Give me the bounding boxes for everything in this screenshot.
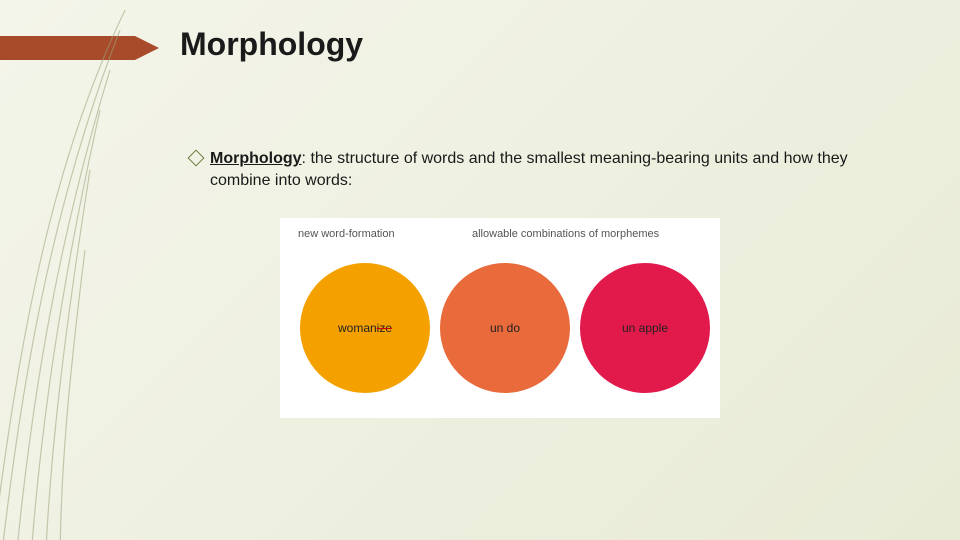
circle-2-label: un do (490, 321, 520, 335)
term: Morphology (210, 150, 302, 167)
body-text: Morphology: the structure of words and t… (210, 148, 890, 191)
slide: Morphology Morphology: the structure of … (0, 0, 960, 540)
bullet-icon (188, 150, 205, 167)
accent-bar (0, 36, 135, 60)
caption-left: new word-formation (298, 228, 395, 240)
caption-right: allowable combinations of morphemes (472, 228, 659, 240)
circle-2: un do (440, 263, 570, 393)
definition-text: : the structure of words and the smalles… (210, 150, 848, 189)
slide-title: Morphology (180, 26, 363, 63)
decorative-grass (0, 10, 220, 540)
circle-1: womanize (300, 263, 430, 393)
circle-1-label: womanize (338, 321, 392, 335)
circle-3-label: un apple (622, 321, 668, 335)
circle-3: un apple (580, 263, 710, 393)
diagram: new word-formation allowable combination… (280, 218, 720, 418)
